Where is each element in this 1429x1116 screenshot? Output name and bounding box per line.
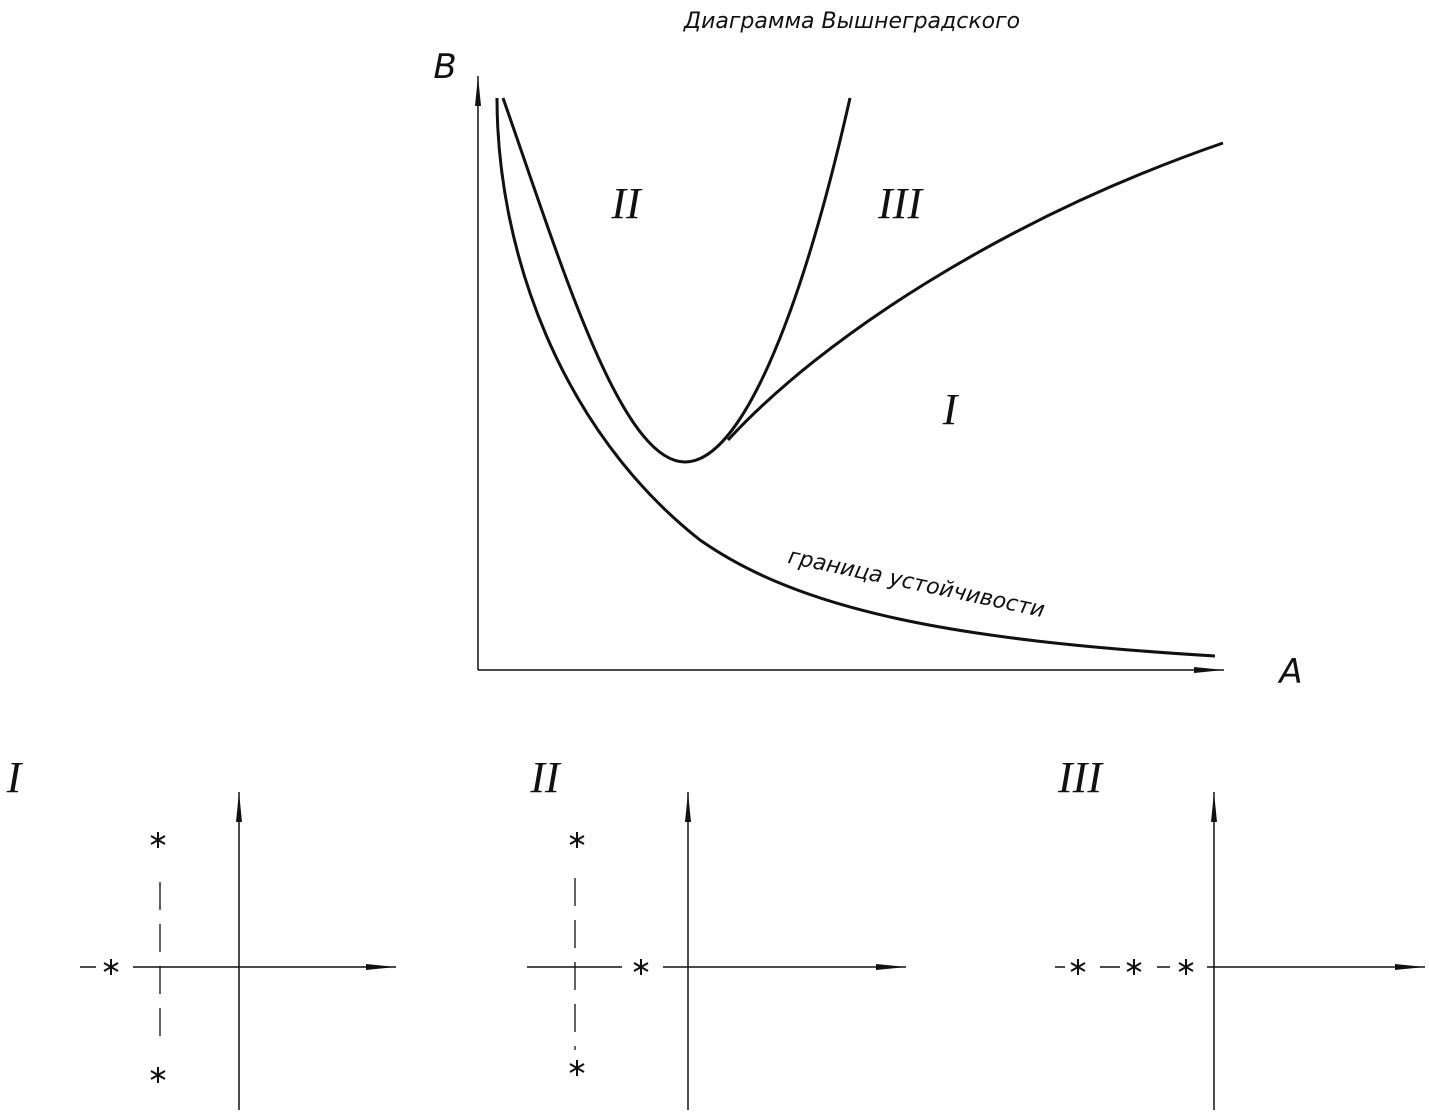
x-axis-label: A (1277, 652, 1302, 692)
title: Диаграмма Вышнеградского (683, 9, 1020, 34)
y-axis-label: B (433, 47, 456, 87)
panel-label: I (6, 753, 24, 802)
panel (80, 792, 396, 1110)
region-label: II (610, 179, 643, 228)
panel (1055, 792, 1425, 1110)
panel-label: II (529, 753, 562, 802)
boundary-curve (726, 141, 1224, 442)
panel-label: III (1057, 753, 1104, 802)
region-label: III (877, 179, 924, 228)
stability-boundary (495, 97, 1216, 658)
boundary-curve (501, 97, 852, 464)
region-label: I (942, 385, 960, 434)
curve-label: граница устойчивости (786, 544, 1047, 623)
panel (527, 792, 906, 1110)
